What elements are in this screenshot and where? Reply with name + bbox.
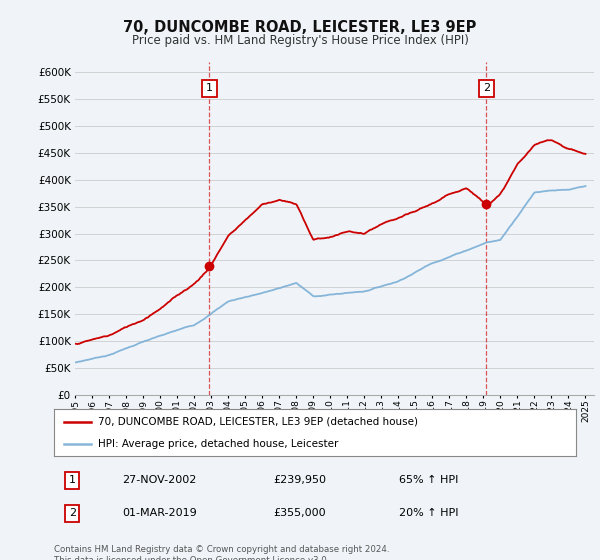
Text: 1: 1 <box>69 475 76 486</box>
Text: £239,950: £239,950 <box>273 475 326 486</box>
Text: 01-MAR-2019: 01-MAR-2019 <box>122 508 197 519</box>
Text: 20% ↑ HPI: 20% ↑ HPI <box>398 508 458 519</box>
Text: 65% ↑ HPI: 65% ↑ HPI <box>398 475 458 486</box>
Text: £355,000: £355,000 <box>273 508 326 519</box>
Text: Contains HM Land Registry data © Crown copyright and database right 2024.
This d: Contains HM Land Registry data © Crown c… <box>54 545 389 560</box>
Text: 27-NOV-2002: 27-NOV-2002 <box>122 475 196 486</box>
Text: Price paid vs. HM Land Registry's House Price Index (HPI): Price paid vs. HM Land Registry's House … <box>131 34 469 46</box>
Text: HPI: Average price, detached house, Leicester: HPI: Average price, detached house, Leic… <box>98 438 339 449</box>
Text: 2: 2 <box>69 508 76 519</box>
Text: 70, DUNCOMBE ROAD, LEICESTER, LE3 9EP (detached house): 70, DUNCOMBE ROAD, LEICESTER, LE3 9EP (d… <box>98 417 418 427</box>
Text: 70, DUNCOMBE ROAD, LEICESTER, LE3 9EP: 70, DUNCOMBE ROAD, LEICESTER, LE3 9EP <box>124 20 476 35</box>
Text: 2: 2 <box>483 83 490 94</box>
Text: 1: 1 <box>206 83 213 94</box>
